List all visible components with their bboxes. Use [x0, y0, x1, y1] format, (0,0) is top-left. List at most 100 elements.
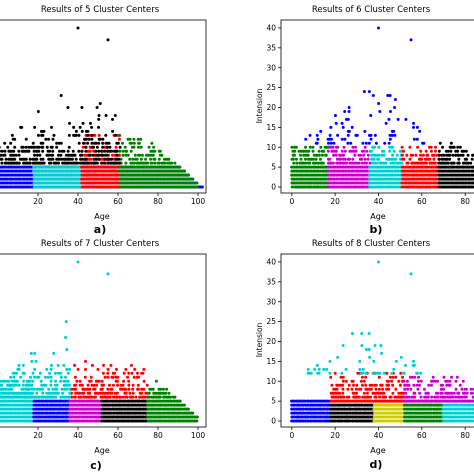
scatter-point	[334, 121, 338, 125]
scatter-point	[0, 149, 4, 153]
scatter-point	[56, 371, 60, 375]
scatter-point	[4, 157, 8, 161]
scatter-point	[349, 185, 353, 189]
scatter-point	[361, 141, 365, 145]
scatter-point	[93, 133, 97, 137]
scatter-point	[14, 379, 18, 383]
scatter-point	[108, 145, 112, 149]
scatter-point	[122, 379, 126, 383]
scatter-point	[132, 145, 136, 149]
y-tick-label: 0	[271, 183, 276, 192]
scatter-point	[106, 161, 110, 165]
scatter-point	[52, 133, 56, 137]
scatter-point	[105, 145, 109, 149]
scatter-point	[367, 90, 371, 94]
scatter-point	[363, 157, 367, 161]
scatter-point	[465, 157, 469, 161]
scatter-point	[307, 149, 311, 153]
scatter-point	[392, 149, 396, 153]
scatter-point	[111, 129, 115, 133]
scatter-point	[375, 161, 379, 165]
scatter-point	[11, 383, 15, 387]
scatter-point	[27, 387, 31, 391]
scatter-point	[366, 157, 370, 161]
scatter-point	[137, 375, 141, 379]
scatter-point	[153, 149, 157, 153]
scatter-point	[123, 145, 127, 149]
scatter-point	[312, 153, 316, 157]
scatter-point	[97, 379, 101, 383]
scatter-point	[49, 375, 53, 379]
y-tick-label: 10	[266, 143, 276, 152]
scatter-point	[304, 145, 308, 149]
scatter-point	[306, 173, 310, 177]
scatter-point	[67, 367, 71, 371]
scatter-point	[408, 157, 412, 161]
scatter-point	[363, 145, 367, 149]
scatter-point	[336, 133, 340, 137]
scatter-point	[168, 395, 172, 399]
scatter-point	[384, 121, 388, 125]
x-tick-label: 20	[33, 431, 43, 440]
scatter-point	[343, 137, 347, 141]
scatter-point	[148, 153, 152, 157]
scatter-point	[315, 141, 319, 145]
scatter-point	[17, 367, 21, 371]
scatter-point	[74, 157, 78, 161]
scatter-point	[420, 157, 424, 161]
scatter-point	[322, 149, 326, 153]
scatter-point	[125, 149, 129, 153]
scatter-point	[387, 117, 391, 121]
scatter-point	[110, 157, 114, 161]
scatter-point	[33, 153, 37, 157]
scatter-point	[433, 161, 437, 165]
scatter-point	[352, 173, 356, 177]
scatter-point	[87, 161, 91, 165]
scatter-point	[117, 153, 121, 157]
scatter-point	[90, 125, 94, 129]
panel-a-xticks: 20 40 60 80 100	[33, 193, 205, 206]
scatter-point	[124, 391, 128, 395]
scatter-point	[150, 161, 154, 165]
scatter-point	[48, 371, 52, 375]
scatter-point	[5, 177, 9, 181]
scatter-point	[337, 173, 341, 177]
scatter-point	[88, 391, 92, 395]
scatter-point	[99, 149, 103, 153]
scatter-point	[111, 383, 115, 387]
scatter-point	[51, 157, 55, 161]
scatter-point	[17, 161, 21, 165]
scatter-point	[391, 153, 395, 157]
scatter-point	[152, 145, 156, 149]
scatter-point	[139, 157, 143, 161]
scatter-point	[151, 153, 155, 157]
scatter-point	[163, 161, 167, 165]
scatter-point	[80, 153, 84, 157]
scatter-point	[366, 169, 370, 173]
scatter-point	[9, 141, 13, 145]
scatter-point	[37, 145, 41, 149]
scatter-point	[142, 367, 146, 371]
scatter-point	[422, 141, 426, 145]
scatter-point	[143, 395, 147, 399]
scatter-point	[293, 149, 297, 153]
scatter-point	[82, 391, 86, 395]
scatter-point	[21, 383, 25, 387]
scatter-point	[131, 157, 135, 161]
panel-a: Results of 5 Cluster Centers 20 40 60 80 100…	[0, 5, 207, 236]
panel-a-xlabel: Age	[94, 212, 110, 221]
scatter-point	[409, 38, 413, 42]
scatter-point	[78, 125, 82, 129]
scatter-point	[462, 149, 466, 153]
scatter-point	[100, 379, 104, 383]
scatter-point	[74, 129, 78, 133]
scatter-point	[111, 375, 115, 379]
scatter-point	[15, 371, 19, 375]
scatter-point	[122, 371, 126, 375]
scatter-point	[438, 141, 442, 145]
scatter-point	[91, 153, 95, 157]
scatter-point	[400, 161, 404, 165]
scatter-point	[98, 137, 102, 141]
scatter-point	[316, 137, 320, 141]
scatter-point	[51, 153, 55, 157]
